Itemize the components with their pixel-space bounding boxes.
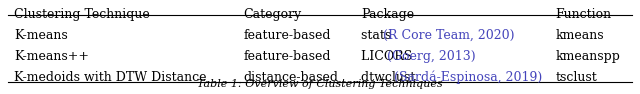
Text: Function: Function [556,8,612,21]
Text: kmeanspp: kmeanspp [556,50,620,63]
Text: (Sardá-Espinosa, 2019): (Sardá-Espinosa, 2019) [394,71,543,84]
Text: dtwclust: dtwclust [361,71,419,84]
Text: distance-based: distance-based [243,71,339,84]
Text: feature-based: feature-based [243,29,331,42]
Text: Package: Package [361,8,414,21]
Text: LICORS: LICORS [361,50,417,63]
Text: stats: stats [361,29,396,42]
Text: K-means++: K-means++ [14,50,89,63]
Text: Category: Category [243,8,301,21]
Text: (R Core Team, 2020): (R Core Team, 2020) [383,29,515,42]
Text: kmeans: kmeans [556,29,604,42]
Text: tsclust: tsclust [556,71,597,84]
Text: feature-based: feature-based [243,50,331,63]
Text: K-medoids with DTW Distance: K-medoids with DTW Distance [14,71,207,84]
Text: (Goerg, 2013): (Goerg, 2013) [387,50,476,63]
Text: Table 1: Overview of Clustering Techniques: Table 1: Overview of Clustering Techniqu… [197,79,443,89]
Text: K-means: K-means [14,29,68,42]
Text: Clustering Technique: Clustering Technique [14,8,150,21]
